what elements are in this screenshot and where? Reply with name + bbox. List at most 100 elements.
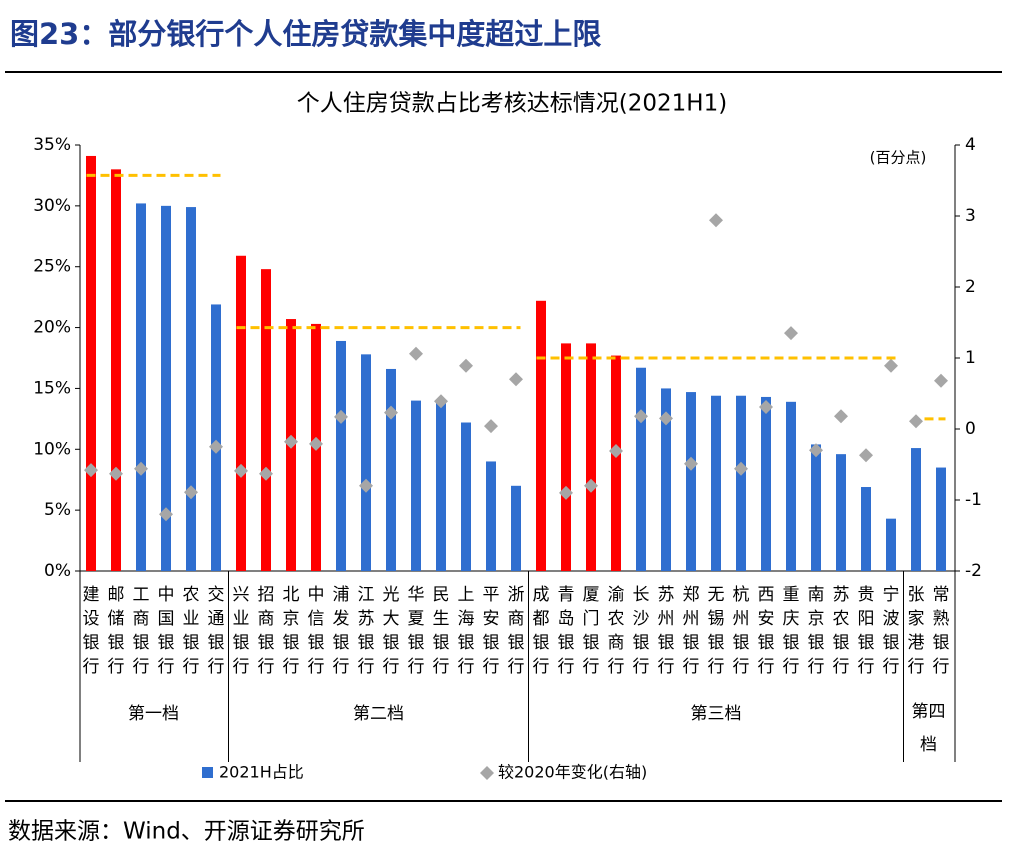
diamond-marker — [209, 439, 223, 454]
x-tick-label: 招商银行 — [258, 585, 275, 677]
x-tick-label: 张家港行 — [908, 585, 925, 677]
group-label: 第一档 — [128, 704, 179, 724]
bar — [686, 392, 696, 571]
diamond-marker — [734, 461, 748, 476]
x-tick-label: 宁波银行 — [883, 585, 900, 677]
y-tick-label: 15% — [33, 378, 71, 398]
bar — [411, 400, 421, 571]
bar — [561, 343, 571, 571]
x-tick-label: 长沙银行 — [633, 585, 650, 677]
x-tick-label: 邮储银行 — [108, 585, 125, 677]
x-tick-label: 郑州银行 — [683, 585, 700, 677]
x-tick-label: 中信银行 — [308, 585, 325, 677]
bar — [161, 205, 171, 571]
x-tick-label: 平安银行 — [483, 585, 500, 677]
diamond-marker — [434, 394, 448, 409]
diamond-marker — [159, 507, 173, 522]
y2-tick-label: 2 — [965, 277, 976, 297]
diamond-marker — [109, 466, 123, 481]
bar — [361, 354, 371, 571]
diamond-marker — [834, 409, 848, 424]
bar — [536, 300, 546, 571]
legend-label: 2021H占比 — [219, 763, 304, 782]
y2-tick-label: 4 — [965, 135, 976, 155]
bar — [511, 485, 521, 571]
diamond-marker — [759, 399, 773, 414]
x-tick-label: 南京银行 — [808, 585, 825, 677]
y-tick-label: 0% — [44, 561, 71, 581]
x-tick-label: 苏农银行 — [833, 585, 850, 677]
group-label: 第四档 — [912, 702, 946, 755]
diamond-marker — [784, 326, 798, 341]
x-tick-label: 中国银行 — [158, 585, 175, 677]
bar — [911, 448, 921, 571]
y-tick-label: 10% — [33, 439, 71, 459]
diamond-marker — [284, 434, 298, 449]
group-label: 第二档 — [353, 704, 404, 724]
diamond-marker — [659, 411, 673, 426]
diamond-marker — [809, 443, 823, 458]
bar — [736, 395, 746, 571]
x-tick-label: 苏州银行 — [658, 585, 675, 677]
bar — [136, 203, 146, 571]
diamond-marker — [84, 463, 98, 478]
x-tick-label: 无锡银行 — [708, 585, 725, 677]
x-tick-label: 渝农商行 — [608, 585, 625, 677]
x-tick-label: 厦门银行 — [583, 585, 600, 677]
x-tick-label: 常熟银行 — [933, 585, 950, 677]
y-tick-label: 30% — [33, 196, 71, 216]
bar — [936, 467, 946, 571]
source: 数据来源：Wind、开源证券研究所 — [8, 819, 365, 845]
bar — [211, 304, 221, 571]
x-tick-label: 青岛银行 — [558, 585, 575, 677]
bar — [836, 454, 846, 571]
diamond-marker — [484, 419, 498, 434]
bar — [86, 155, 96, 571]
x-tick-label: 兴业银行 — [233, 585, 250, 677]
bar — [861, 487, 871, 571]
diamond-marker — [334, 409, 348, 424]
bar — [711, 395, 721, 571]
diamond-marker — [584, 478, 598, 493]
bar — [236, 255, 246, 571]
bar — [611, 355, 621, 571]
page-title: 图23：部分银行个人住房贷款集中度超过上限 — [10, 17, 601, 51]
y2-tick-label: 1 — [965, 348, 976, 368]
bar — [461, 422, 471, 571]
bar — [636, 367, 646, 571]
x-tick-label: 光大银行 — [383, 585, 400, 677]
legend-swatch — [202, 767, 213, 778]
y-tick-label: 35% — [33, 135, 71, 155]
x-tick-label: 上海银行 — [458, 585, 475, 677]
x-tick-label: 浦发银行 — [333, 585, 350, 677]
bar — [586, 343, 596, 571]
chart-title: 个人住房贷款占比考核达标情况(2021H1) — [297, 91, 727, 117]
x-tick-label: 重庆银行 — [783, 585, 800, 677]
y2-tick-label: 3 — [965, 206, 976, 226]
bar — [886, 518, 896, 571]
y2-tick-label: -2 — [965, 561, 982, 581]
group-label: 第三档 — [691, 704, 742, 724]
diamond-marker — [184, 485, 198, 500]
legend-label: 较2020年变化(右轴) — [498, 763, 647, 782]
bar — [261, 269, 271, 571]
diamond-marker — [259, 466, 273, 481]
y2-tick-label: 0 — [965, 419, 976, 439]
bar — [386, 368, 396, 571]
x-tick-label: 工商银行 — [133, 585, 150, 677]
diamond-marker — [609, 444, 623, 459]
x-tick-label: 成都银行 — [533, 585, 550, 677]
x-tick-label: 华夏银行 — [408, 585, 425, 677]
x-tick-label: 江苏银行 — [358, 585, 375, 677]
x-tick-label: 建设银行 — [83, 585, 100, 677]
diamond-marker — [459, 358, 473, 373]
x-tick-label: 北京银行 — [283, 585, 300, 677]
bar — [661, 388, 671, 571]
diamond-marker — [859, 448, 873, 463]
diamond-marker — [234, 463, 248, 478]
diamond-marker — [509, 372, 523, 387]
x-tick-label: 贵阳银行 — [858, 585, 875, 677]
x-tick-label: 杭州银行 — [733, 585, 750, 677]
